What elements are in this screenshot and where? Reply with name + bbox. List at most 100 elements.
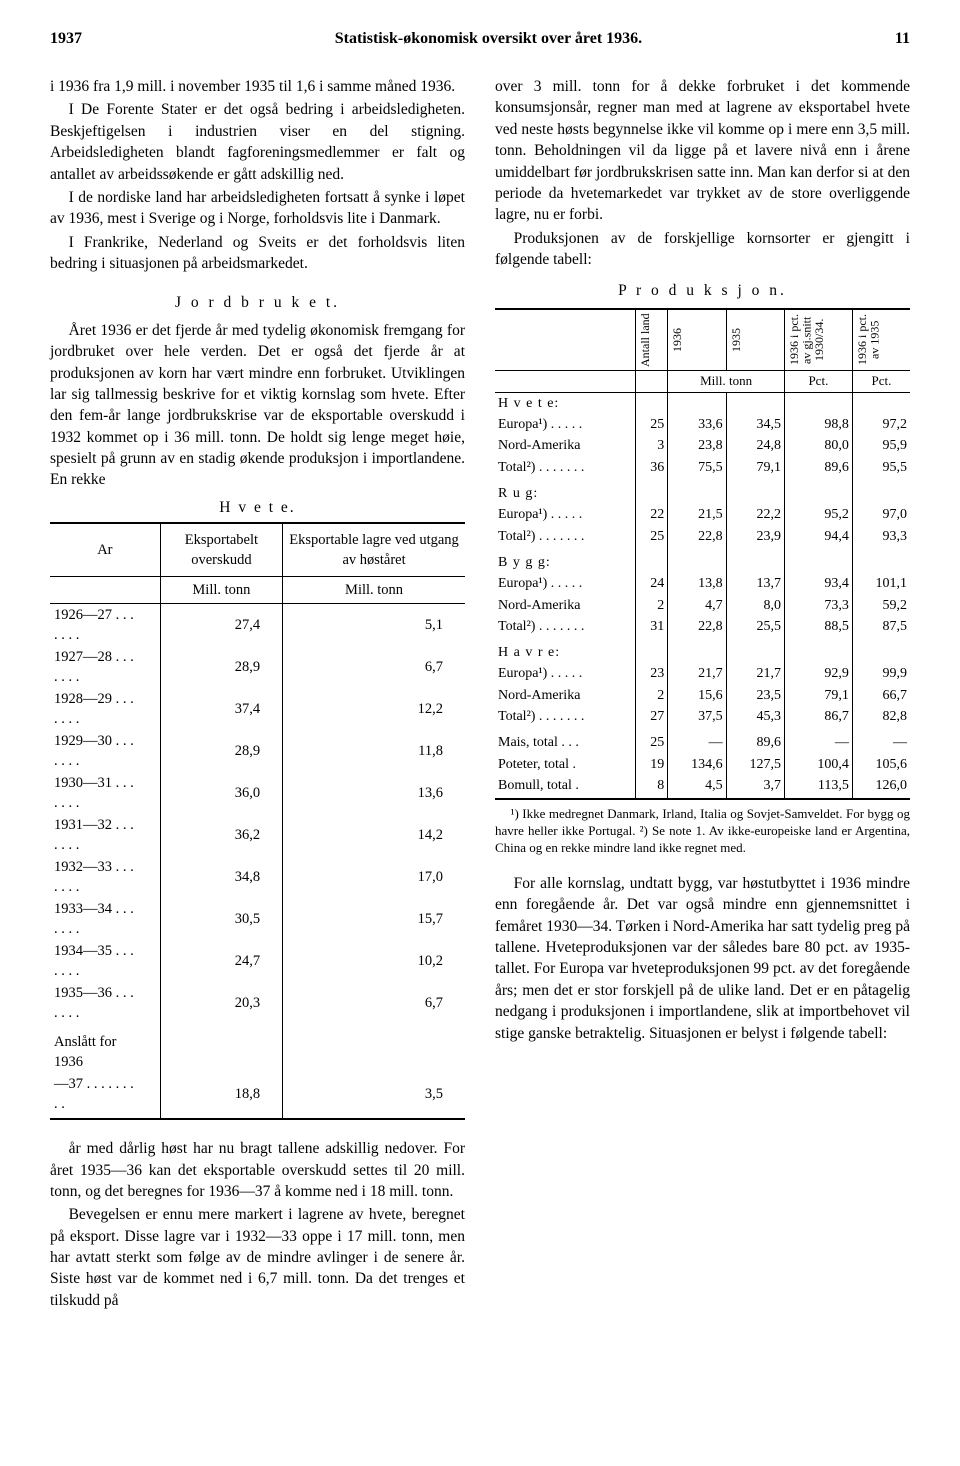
- para: I De Forente Stater er det også bedring …: [50, 99, 465, 185]
- cell: 94,4: [784, 526, 852, 547]
- cell: 13,7: [726, 573, 784, 594]
- table-row: 1935—36 . . . . . . .20,36,7: [50, 982, 465, 1024]
- cell: Total²) . . . . . . .: [495, 526, 636, 547]
- cell: Pct.: [784, 370, 852, 392]
- cell: 22,8: [668, 526, 726, 547]
- cell: 5,1: [283, 604, 465, 647]
- cell: 97,2: [852, 414, 910, 435]
- cell: 33,6: [668, 414, 726, 435]
- table-row: Total²) . . . . . . .3122,825,588,587,5: [495, 616, 910, 637]
- group-label-row: H v e t e:: [495, 392, 910, 414]
- cell: Nord-Amerika: [495, 685, 636, 706]
- cell: 1932—33 . . . . . . .: [50, 856, 160, 898]
- cell: 87,5: [852, 616, 910, 637]
- cell: 1927—28 . . . . . . .: [50, 646, 160, 688]
- th-pct-avg: 1936 i pct. av gj.snitt 1930/34.: [784, 309, 852, 371]
- jordbruket-heading: J o r d b r u k e t.: [50, 292, 465, 313]
- cell: 27,4: [160, 604, 282, 647]
- cell: 23,9: [726, 526, 784, 547]
- cell: 34,5: [726, 414, 784, 435]
- cell: [160, 1024, 282, 1073]
- cell: 37,5: [668, 706, 726, 727]
- cell: 95,5: [852, 457, 910, 478]
- table-row: Europa¹) . . . . .2221,522,295,297,0: [495, 504, 910, 525]
- cell: 45,3: [726, 706, 784, 727]
- header-year: 1937: [50, 30, 82, 48]
- group-label: H v e t e:: [495, 392, 636, 414]
- para: år med dårlig høst har nu bragt tallene …: [50, 1138, 465, 1202]
- cell: 79,1: [784, 685, 852, 706]
- page: 1937 Statistisk-økonomisk oversikt over …: [0, 0, 960, 1353]
- cell: 92,9: [784, 663, 852, 684]
- cell: 1930—31 . . . . . . .: [50, 772, 160, 814]
- cell: 24,8: [726, 435, 784, 456]
- group-label: R u g:: [495, 478, 636, 504]
- cell: 134,6: [668, 754, 726, 775]
- cell: 100,4: [784, 754, 852, 775]
- header-page: 11: [895, 30, 910, 48]
- cell: Total²) . . . . . . .: [495, 457, 636, 478]
- cell: 36,2: [160, 814, 282, 856]
- th-blank: [50, 577, 160, 604]
- cell: 95,9: [852, 435, 910, 456]
- cell: 34,8: [160, 856, 282, 898]
- cell: Europa¹) . . . . .: [495, 504, 636, 525]
- cell: 21,5: [668, 504, 726, 525]
- cell: 23,8: [668, 435, 726, 456]
- cell: 28,9: [160, 730, 282, 772]
- cell: 2: [636, 685, 668, 706]
- table-row: Nord-Amerika323,824,880,095,9: [495, 435, 910, 456]
- cell: Bomull, total .: [495, 775, 636, 799]
- cell: 8: [636, 775, 668, 799]
- cell: 59,2: [852, 595, 910, 616]
- produksjon-table: Antall land 1936 1935 1936 i pct. av gj.…: [495, 308, 910, 801]
- cell: 95,2: [784, 504, 852, 525]
- table-row: 1934—35 . . . . . . .24,710,2: [50, 940, 465, 982]
- cell: 97,0: [852, 504, 910, 525]
- table-row: 1926—27 . . . . . . .27,45,1: [50, 604, 465, 647]
- cell: Europa¹) . . . . .: [495, 414, 636, 435]
- cell: 66,7: [852, 685, 910, 706]
- cell: 1928—29 . . . . . . .: [50, 688, 160, 730]
- cell: [283, 1024, 465, 1073]
- cell: Europa¹) . . . . .: [495, 663, 636, 684]
- cell: 19: [636, 754, 668, 775]
- cell: 2: [636, 595, 668, 616]
- cell: —: [668, 727, 726, 753]
- cell: 73,3: [784, 595, 852, 616]
- header-title: Statistisk-økonomisk oversikt over året …: [335, 30, 642, 48]
- para: I de nordiske land har arbeidsledigheten…: [50, 187, 465, 230]
- table-row: 1931—32 . . . . . . .36,214,2: [50, 814, 465, 856]
- table-row: Europa¹) . . . . .2533,634,598,897,2: [495, 414, 910, 435]
- cell: 89,6: [726, 727, 784, 753]
- cell: 22,2: [726, 504, 784, 525]
- cell: Nord-Amerika: [495, 595, 636, 616]
- cell: Nord-Amerika: [495, 435, 636, 456]
- cell: 98,8: [784, 414, 852, 435]
- cell: 113,5: [784, 775, 852, 799]
- cell: —: [852, 727, 910, 753]
- group-label-row: R u g:: [495, 478, 910, 504]
- page-header: 1937 Statistisk-økonomisk oversikt over …: [50, 30, 910, 48]
- table-row: Total²) . . . . . . .2737,545,386,782,8: [495, 706, 910, 727]
- cell: 25: [636, 414, 668, 435]
- table-row: 1927—28 . . . . . . .28,96,7: [50, 646, 465, 688]
- cell: Europa¹) . . . . .: [495, 573, 636, 594]
- cell: Pct.: [852, 370, 910, 392]
- cell: 21,7: [726, 663, 784, 684]
- th-ar: Ar: [50, 523, 160, 577]
- th-lagre: Eksportable lagre ved utgang av høståret: [283, 523, 465, 577]
- table-row: Total²) . . . . . . .3675,579,189,695,5: [495, 457, 910, 478]
- cell: 13,8: [668, 573, 726, 594]
- cell: 28,9: [160, 646, 282, 688]
- para: For alle kornslag, undtatt bygg, var høs…: [495, 873, 910, 1044]
- table-row: Nord-Amerika24,78,073,359,2: [495, 595, 910, 616]
- para: Året 1936 er det fjerde år med tydelig ø…: [50, 320, 465, 491]
- cell: 14,2: [283, 814, 465, 856]
- cell: 101,1: [852, 573, 910, 594]
- cell: 12,2: [283, 688, 465, 730]
- cell: 127,5: [726, 754, 784, 775]
- para: Produksjonen av de forskjellige kornsort…: [495, 228, 910, 271]
- cell: 1931—32 . . . . . . .: [50, 814, 160, 856]
- table-row: —37 . . . . . . . . .18,83,5: [50, 1073, 465, 1119]
